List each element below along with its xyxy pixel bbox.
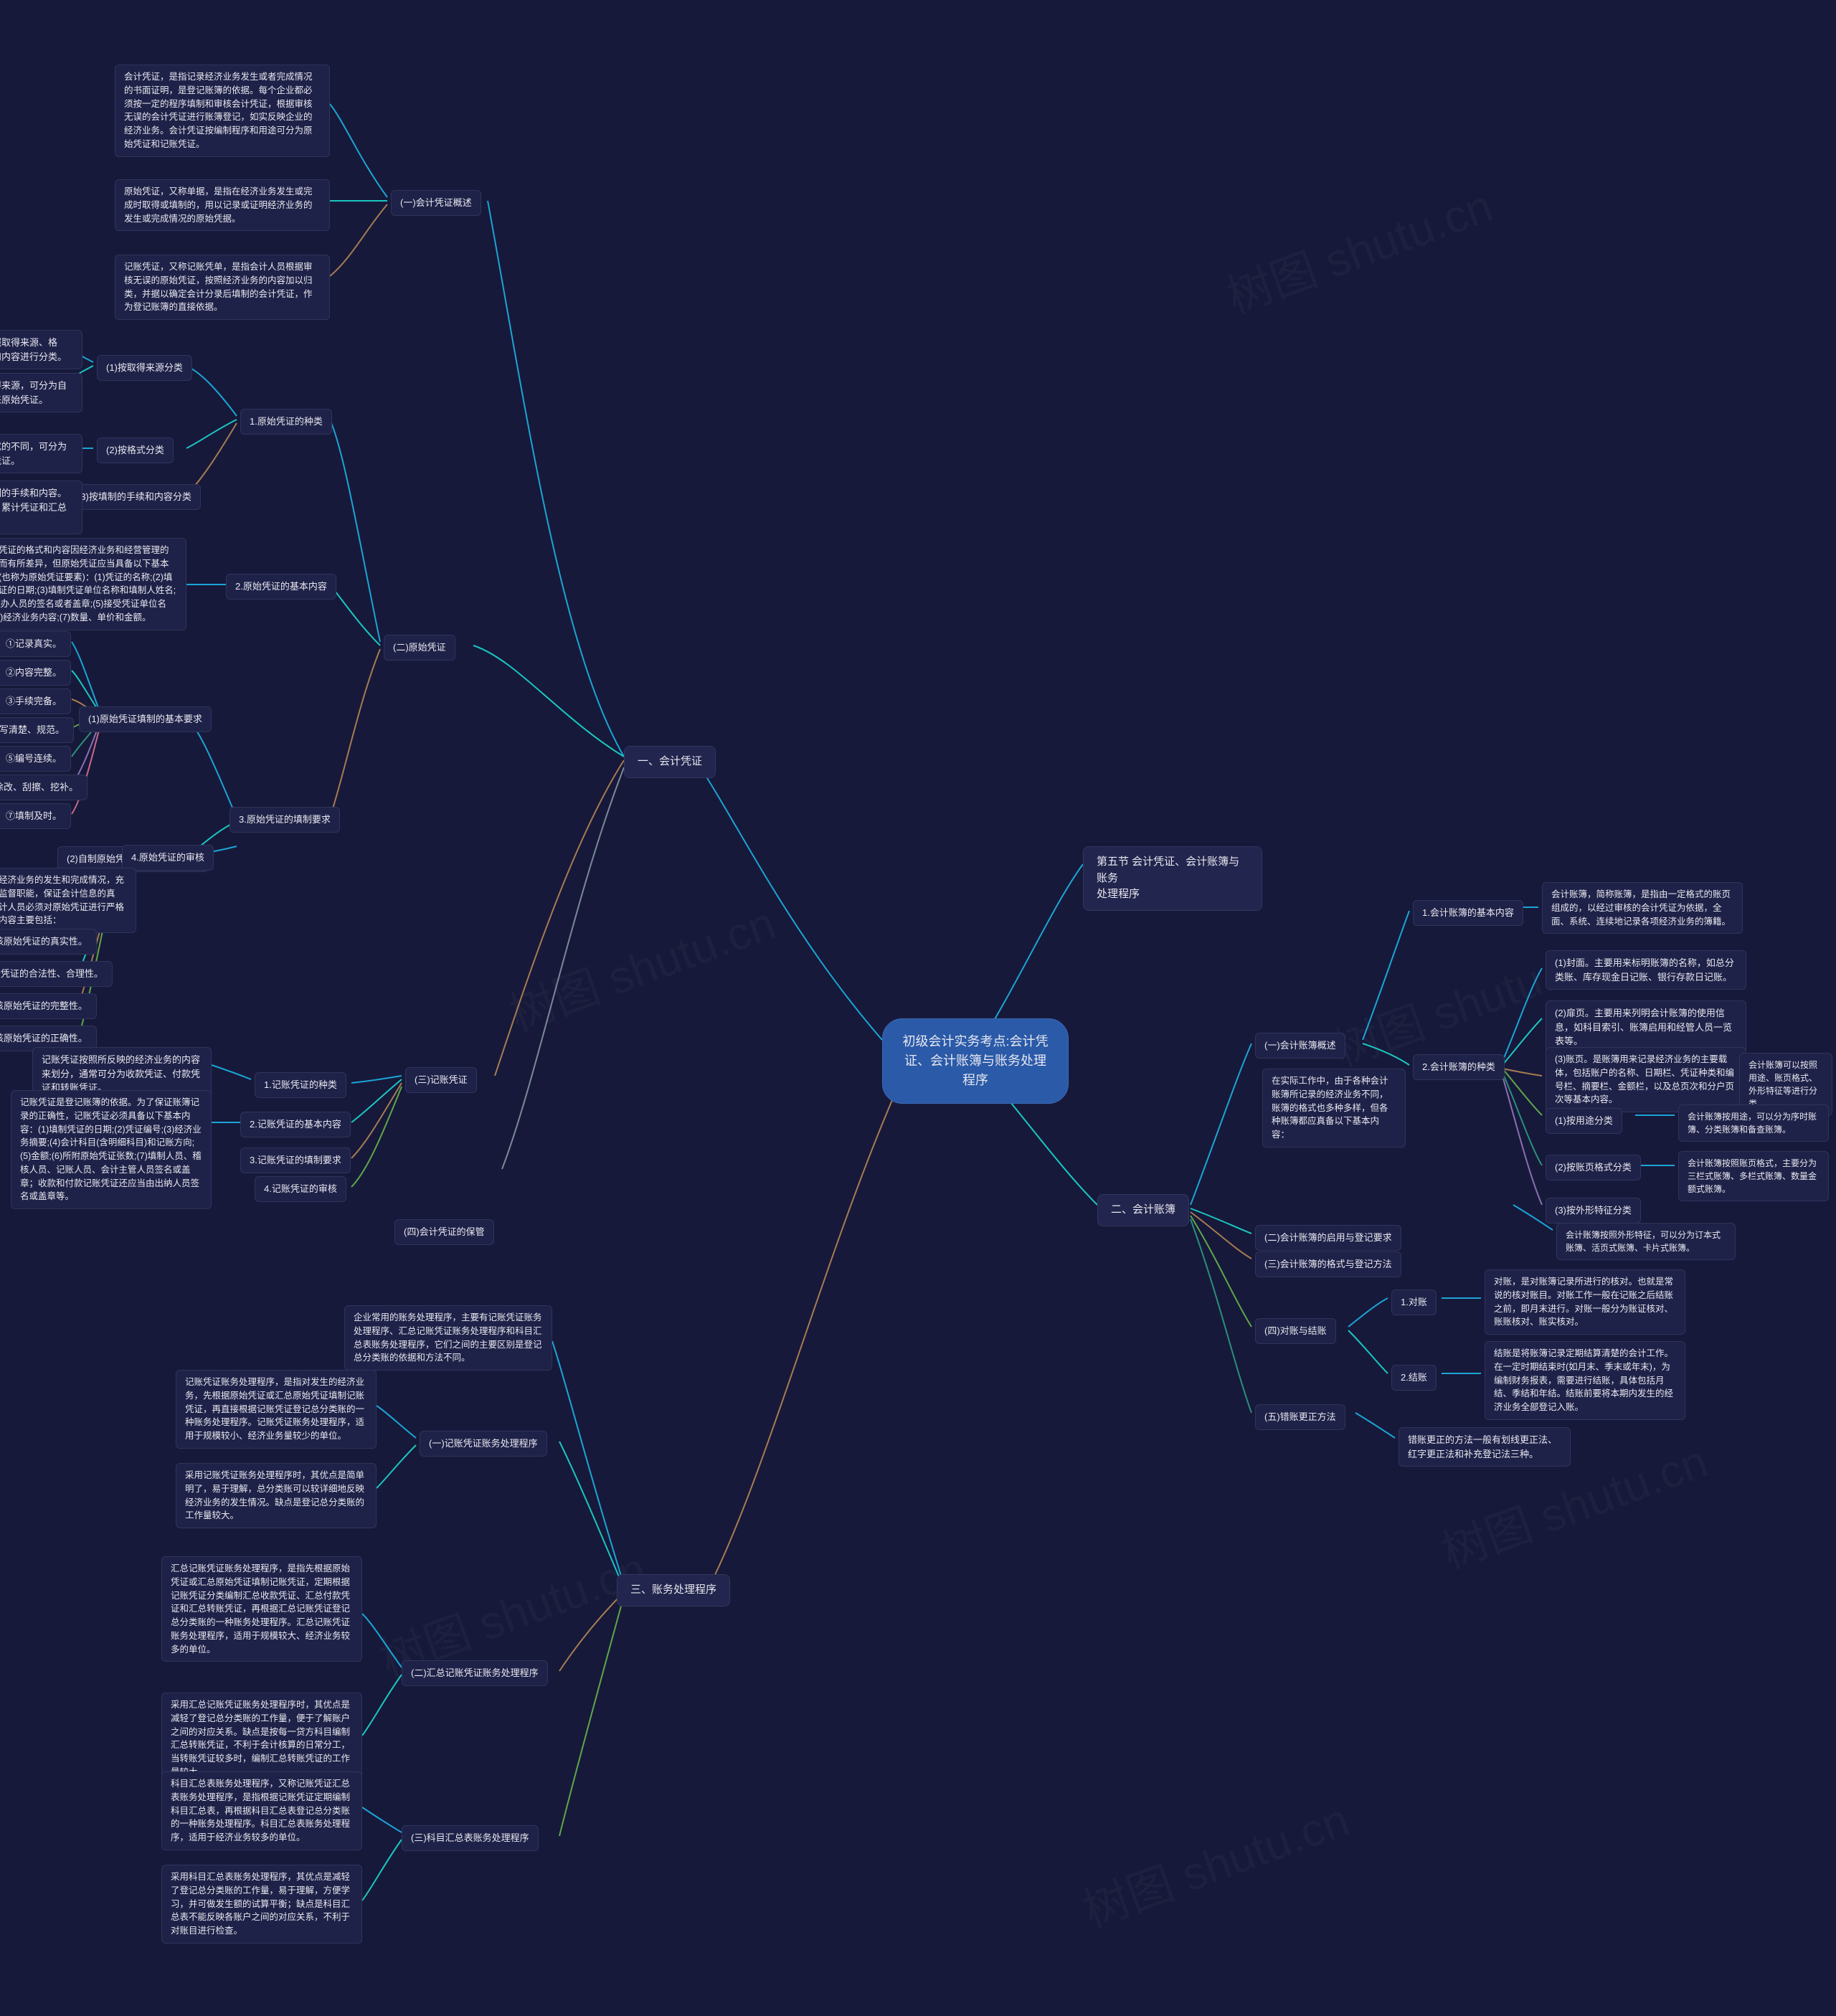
node-zb-duijie: (四)对账与结账: [1255, 1318, 1336, 1344]
leaf-zw-2-1: 汇总记账凭证账务处理程序，是指先根据原始凭证或汇总原始凭证填制记账凭证，定期根据…: [161, 1556, 362, 1662]
node-yspz-shouxu: (3)按填制的手续和内容分类: [68, 484, 201, 510]
node-jzpz-shenhe: 4.记账凭证的审核: [255, 1176, 346, 1202]
node-zb-zhonglei: 2.会计账簿的种类: [1413, 1054, 1505, 1080]
leaf-zb-zhangyegs: 会计账簿按照账页格式，主要分为三栏式账簿、多栏式账簿、数量金额式账簿。: [1678, 1151, 1829, 1201]
leaf-zw-1-2: 采用记账凭证账务处理程序时，其优点是简单明了，易于理解，总分类账可以较详细地反映…: [176, 1463, 377, 1528]
node-yuanshi-pz: (二)原始凭证: [384, 635, 455, 661]
leaf-zw-1-1: 记账凭证账务处理程序，是指对发生的经济业务，先根据原始凭证或汇总原始凭证填制记账…: [176, 1370, 377, 1449]
leaf-zb-intro: 在实际工作中，由于各种会计账簿所记录的经济业务不同，账簿的格式也多种多样，但各种…: [1262, 1069, 1406, 1147]
node-zw-2: (二)汇总记账凭证账务处理程序: [402, 1660, 548, 1686]
node-jzpz-jibenneirong: 2.记账凭证的基本内容: [240, 1112, 351, 1137]
leaf-jiezhang: 结账是将账簿记录定期结算清楚的会计工作。在一定时期结束时(如月末、季末或年末)，…: [1485, 1341, 1685, 1420]
node-pz-gaishu: (一)会计凭证概述: [391, 190, 481, 216]
node-yspz-shenhe: 4.原始凭证的审核: [122, 845, 214, 871]
branch-zhangwu: 三、账务处理程序: [617, 1574, 730, 1606]
node-yspz-zhonglei: 1.原始凭证的种类: [240, 409, 332, 435]
node-yspz-laiyuan: (1)按取得来源分类: [97, 355, 192, 381]
node-duizhang: 1.对账: [1391, 1289, 1437, 1315]
node-zb-geshifangfa: (三)会计账簿的格式与登记方法: [1255, 1251, 1401, 1277]
node-yspz-geshi: (2)按格式分类: [97, 437, 174, 463]
leaf-yspz-jibenneirong: 原始凭证的格式和内容因经济业务和经营管理的不同而有所差异，但原始凭证应当具备以下…: [0, 538, 186, 630]
leaf-yspz-shouxu: 原始凭证按照填制的手续和内容。可分为一次凭证、累计凭证和汇总凭证。: [0, 481, 82, 534]
leaf-req-3: ③手续完备。: [0, 688, 71, 714]
node-zb-qiyong: (二)会计账簿的启用与登记要求: [1255, 1225, 1401, 1251]
leaf-zb-jbnr: 会计账簿，简称账簿，是指由一定格式的账页组成的，以经过审核的会计凭证为依据，全面…: [1542, 882, 1743, 934]
leaf-shenhe-2: (2)审核原始凭证的合法性、合理性。: [0, 961, 113, 987]
leaf-req-6: ⑥不得涂改、刮擦、挖补。: [0, 775, 87, 800]
node-yspz-tianzhi-jiben: (1)原始凭证填制的基本要求: [79, 706, 212, 732]
node-zb-yongtu: (1)按用途分类: [1546, 1108, 1622, 1134]
leaf-pz-overview-2: 原始凭证，又称单据，是指在经济业务发生或完成时取得或填制的，用以记录或证明经济业…: [115, 179, 330, 231]
node-pz-baoguan: (四)会计凭证的保管: [394, 1219, 494, 1245]
leaf-pz-overview-3: 记账凭证，又称记账凭单，是指会计人员根据审核无误的原始凭证，按照经济业务的内容加…: [115, 255, 330, 320]
leaf-zb-waixing: 会计账簿按照外形特征，可以分为订本式账簿、活页式账簿、卡片式账簿。: [1556, 1223, 1736, 1260]
leaf-shenhe-3: (3)审核原始凭证的完整性。: [0, 993, 97, 1019]
leaf-zb-zhangye: (3)账页。是账簿用来记录经济业务的主要载体，包括账户的名称、日期栏、凭证种类和…: [1546, 1047, 1746, 1112]
leaf-req-5: ⑤编号连续。: [0, 746, 71, 772]
leaf-yspz-geshi: 原始凭证按照格式的不同，可分为通用凭证和专用凭证。: [0, 434, 82, 473]
leaf-zb-fengmian: (1)封面。主要用来标明账簿的名称，如总分类账、库存现金日记账、银行存款日记账。: [1546, 950, 1746, 990]
leaf-yspz-shenhe-intro: 为了如实反映经济业务的发生和完成情况，充分发挥会计的监督职能，保证会计信息的真实…: [0, 868, 136, 933]
leaf-zb-feiye: (2)扉页。主要用来列明会计账簿的使用信息，如科目索引、账簿启用和经管人员一览表…: [1546, 1000, 1746, 1054]
node-jzpz-zhonglei: 1.记账凭证的种类: [255, 1072, 346, 1098]
leaf-yspz-laiyuan-2: 原始凭证按照取得来源，可分为自制原始凭证和外来原始凭证。: [0, 373, 82, 412]
node-zb-cuozhang: (五)错账更正方法: [1255, 1404, 1345, 1430]
node-jiezhang: 2.结账: [1391, 1365, 1437, 1391]
leaf-zw-3-1: 科目汇总表账务处理程序，又称记账凭证汇总表账务处理程序，是指根据记账凭证定期编制…: [161, 1771, 362, 1850]
leaf-yspz-laiyuan-1: 原始凭证可以按照取得来源、格式、填制的手续和内容进行分类。: [0, 330, 82, 369]
node-zb-jibenneirong: 1.会计账簿的基本内容: [1413, 900, 1523, 926]
node-zb-zhangyegs: (2)按账页格式分类: [1546, 1155, 1641, 1180]
leaf-req-4: ④书写清楚、规范。: [0, 717, 74, 743]
node-yspz-jibenneirong: 2.原始凭证的基本内容: [226, 574, 336, 600]
root-node: 初级会计实务考点:会计凭 证、会计账簿与账务处理 程序: [882, 1018, 1069, 1104]
node-zb-gaishu: (一)会计账簿概述: [1255, 1033, 1345, 1059]
leaf-req-7: ⑦填制及时。: [0, 803, 71, 829]
leaf-zw-3-2: 采用科目汇总表账务处理程序，其优点是减轻了登记总分类账的工作量，易于理解，方便学…: [161, 1865, 362, 1944]
leaf-req-2: ②内容完整。: [0, 660, 71, 686]
leaf-req-1: ①记录真实。: [0, 631, 71, 657]
node-zw-3: (三)科目汇总表账务处理程序: [402, 1825, 539, 1851]
leaf-shenhe-1: (1)审核原始凭证的真实性。: [0, 929, 97, 955]
leaf-zb-yongtu: 会计账簿按用途，可以分为序时账簿、分类账簿和备查账簿。: [1678, 1104, 1829, 1142]
leaf-pz-overview-1: 会计凭证，是指记录经济业务发生或者完成情况的书面证明，是登记账簿的依据。每个企业…: [115, 65, 330, 157]
leaf-jzpz-jibenneirong: 记账凭证是登记账簿的依据。为了保证账簿记录的正确性，记账凭证必须具备以下基本内容…: [11, 1090, 212, 1209]
leaf-duizhang: 对账，是对账簿记录所进行的核对。也就是常说的核对账目。对账工作一般在记账之后结账…: [1485, 1269, 1685, 1335]
leaf-zhangwu-intro: 企业常用的账务处理程序，主要有记账凭证账务处理程序、汇总记账凭证账务处理程序和科…: [344, 1305, 552, 1371]
node-zw-1: (一)记账凭证账务处理程序: [420, 1431, 547, 1457]
branch-kuaiji-pingzheng: 一、会计凭证: [624, 746, 716, 778]
branch-zhangbu: 二、会计账簿: [1097, 1194, 1189, 1226]
node-jizhang-pz: (三)记账凭证: [405, 1067, 477, 1093]
subtitle-node: 第五节 会计凭证、会计账簿与账务 处理程序: [1083, 846, 1262, 911]
node-jzpz-tianzhi: 3.记账凭证的填制要求: [240, 1147, 351, 1173]
node-yspz-tianzhi: 3.原始凭证的填制要求: [230, 807, 340, 833]
node-zb-waixing: (3)按外形特征分类: [1546, 1198, 1641, 1224]
leaf-zb-cuozhang: 错账更正的方法一般有划线更正法、红字更正法和补充登记法三种。: [1399, 1427, 1571, 1467]
